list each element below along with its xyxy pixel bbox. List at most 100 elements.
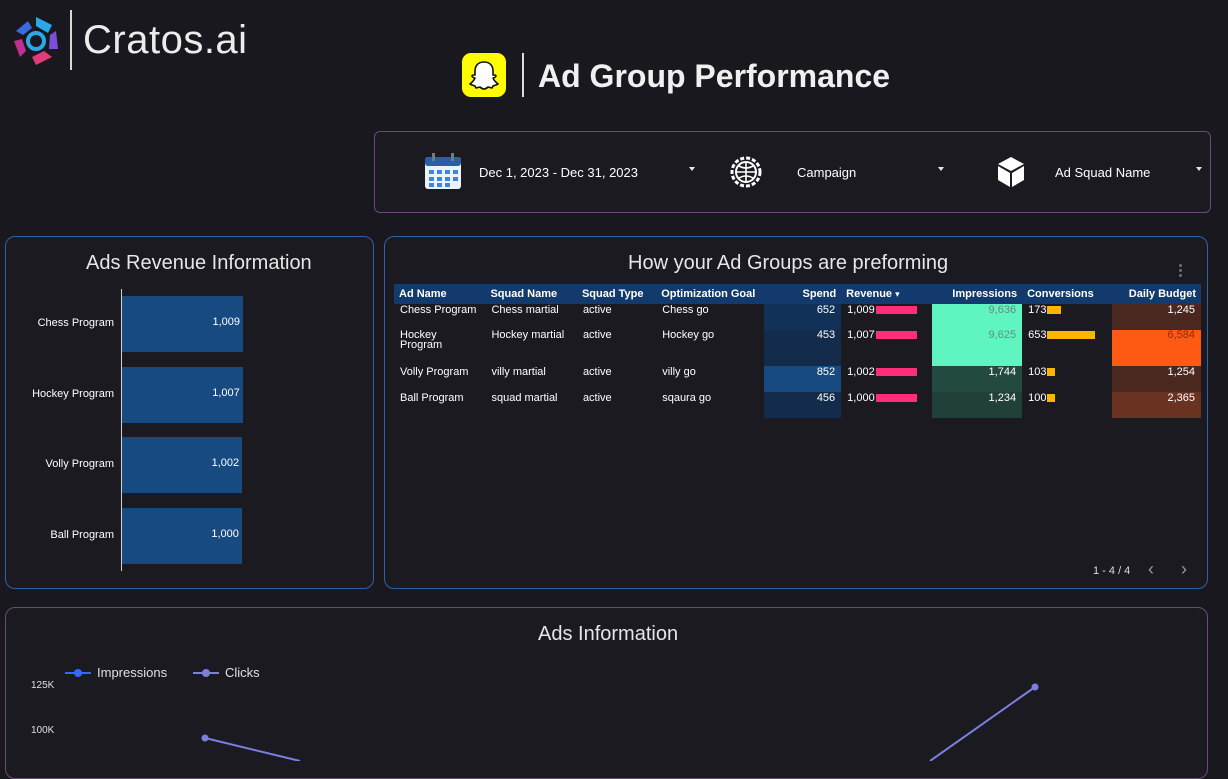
chevron-down-icon[interactable] [1196, 167, 1202, 171]
revenue-value: 1,009 [847, 304, 875, 316]
column-header-sorted[interactable]: Revenue ▾ [841, 284, 932, 304]
revenue-card: Ads Revenue Information Chess Program 1,… [5, 236, 374, 589]
calendar-icon [425, 153, 461, 189]
conversions-bar [1047, 368, 1056, 377]
bar-label: Hockey Program [32, 388, 114, 400]
revenue-value: 1,002 [847, 366, 875, 378]
legend-label: Clicks [225, 665, 260, 680]
snapchat-icon [462, 53, 506, 97]
revenue-cell: 1,000 [841, 392, 931, 418]
clicks-line [929, 686, 1036, 761]
revenue-cell: 1,009 [841, 304, 931, 330]
revenue-bar [875, 394, 917, 403]
ad-name-cell: Hockey Program [400, 329, 443, 351]
chevron-down-icon[interactable] [689, 167, 695, 171]
conversions-bar [1047, 306, 1062, 315]
pagination-label: 1 - 4 / 4 [1093, 565, 1131, 577]
ad-groups-table: Ad Name Squad Name Squad Type Optimizati… [394, 284, 1201, 418]
ad-name-cell: Volly Program [400, 366, 469, 378]
squad-name-cell: villy martial [491, 366, 546, 378]
column-header[interactable]: Conversions [1022, 284, 1112, 304]
goal-cell: sqaura go [662, 392, 712, 404]
column-header[interactable]: Impressions [931, 284, 1023, 304]
more-options-icon[interactable] [1179, 264, 1182, 279]
sort-desc-icon: ▾ [895, 289, 900, 299]
column-header[interactable]: Spend [763, 284, 842, 304]
logo-separator [70, 10, 72, 70]
table-row[interactable]: Ball Program squad martial active sqaura… [394, 392, 1201, 418]
legend-impressions[interactable]: Impressions [65, 665, 167, 680]
impressions-cell: 1,234 [931, 392, 1023, 418]
revenue-bar[interactable]: 1,000 [122, 508, 242, 564]
impressions-cell: 9,636 [931, 304, 1023, 330]
revenue-bar [875, 331, 917, 340]
column-header[interactable]: Ad Name [394, 284, 486, 304]
legend-marker [193, 668, 219, 677]
clicks-point[interactable] [1031, 683, 1039, 691]
squad-name-cell: Hockey martial [491, 329, 565, 341]
conversions-cell: 100 [1022, 392, 1111, 418]
spend-cell: 852 [763, 366, 842, 392]
brand-name: Cratos.ai [83, 18, 248, 62]
table-row[interactable]: Hockey Program Hockey martial active Hoc… [394, 330, 1201, 366]
column-header[interactable]: Optimization Goal [656, 284, 764, 304]
revenue-bar [875, 368, 917, 377]
revenue-bar[interactable]: 1,007 [122, 367, 243, 423]
header-separator [522, 53, 524, 97]
date-range-filter[interactable]: Dec 1, 2023 - Dec 31, 2023 [423, 132, 701, 212]
table-row[interactable]: Chess Program Chess martial active Chess… [394, 304, 1201, 330]
bar-value: 1,000 [211, 528, 239, 540]
legend-clicks[interactable]: Clicks [193, 665, 260, 680]
impressions-cell: 9,625 [931, 330, 1023, 366]
conversions-cell: 653 [1022, 330, 1111, 366]
conversions-bar [1047, 394, 1056, 403]
cube-icon [998, 157, 1024, 187]
bar-value: 1,007 [212, 387, 240, 399]
spend-cell: 652 [763, 304, 842, 330]
goal-cell: Hockey go [662, 329, 715, 341]
revenue-cell: 1,002 [841, 366, 931, 392]
ad-name-cell: Chess Program [400, 304, 477, 316]
revenue-bar [875, 306, 917, 315]
globe-gear-icon [730, 156, 762, 188]
squad-name-cell: Chess martial [491, 304, 559, 316]
column-header[interactable]: Daily Budget [1111, 284, 1201, 304]
column-header[interactable]: Squad Name [485, 284, 577, 304]
revenue-bar[interactable]: 1,002 [122, 437, 243, 493]
goal-cell: Chess go [662, 304, 709, 316]
ads-info-card: Ads Information [5, 607, 1208, 779]
squad-type-cell: active [582, 392, 612, 404]
impressions-cell: 1,744 [931, 366, 1023, 392]
table-row[interactable]: Volly Program villy martial active villy… [394, 366, 1201, 392]
conversions-value: 173 [1028, 304, 1047, 316]
campaign-filter[interactable]: Campaign [729, 132, 945, 212]
revenue-cell: 1,007 [841, 330, 931, 366]
clicks-point[interactable] [201, 734, 209, 742]
date-range-label: Dec 1, 2023 - Dec 31, 2023 [479, 164, 638, 180]
revenue-value: 1,007 [847, 329, 875, 341]
conversions-value: 653 [1028, 329, 1047, 341]
cratos-logo-icon [14, 17, 58, 65]
ad-name-cell: Ball Program [400, 392, 464, 404]
ad-squad-label: Ad Squad Name [1055, 164, 1151, 180]
page-title: Ad Group Performance [538, 58, 891, 94]
filter-bar: Dec 1, 2023 - Dec 31, 2023 Campaign Ad S… [374, 131, 1211, 213]
revenue-card-title: Ads Revenue Information [86, 252, 312, 274]
chevron-left-icon[interactable]: ‹ [1148, 559, 1154, 579]
bar-label: Ball Program [50, 529, 114, 541]
daily-budget-cell: 2,365 [1111, 392, 1201, 418]
bar-label: Chess Program [37, 317, 114, 329]
chevron-right-icon[interactable]: › [1181, 559, 1187, 579]
bar-value: 1,002 [211, 457, 240, 469]
column-header[interactable]: Squad Type [576, 284, 657, 304]
legend-label: Impressions [97, 665, 168, 680]
ad-squad-filter[interactable]: Ad Squad Name [996, 132, 1204, 212]
revenue-bar[interactable]: 1,009 [122, 296, 243, 352]
squad-type-cell: active [582, 304, 612, 316]
conversions-cell: 173 [1022, 304, 1111, 330]
ads-info-line-chart [201, 683, 1039, 761]
daily-budget-cell: 1,245 [1111, 304, 1201, 330]
daily-budget-cell: 1,254 [1111, 366, 1201, 392]
squad-type-cell: active [582, 366, 612, 378]
chevron-down-icon[interactable] [938, 167, 944, 171]
